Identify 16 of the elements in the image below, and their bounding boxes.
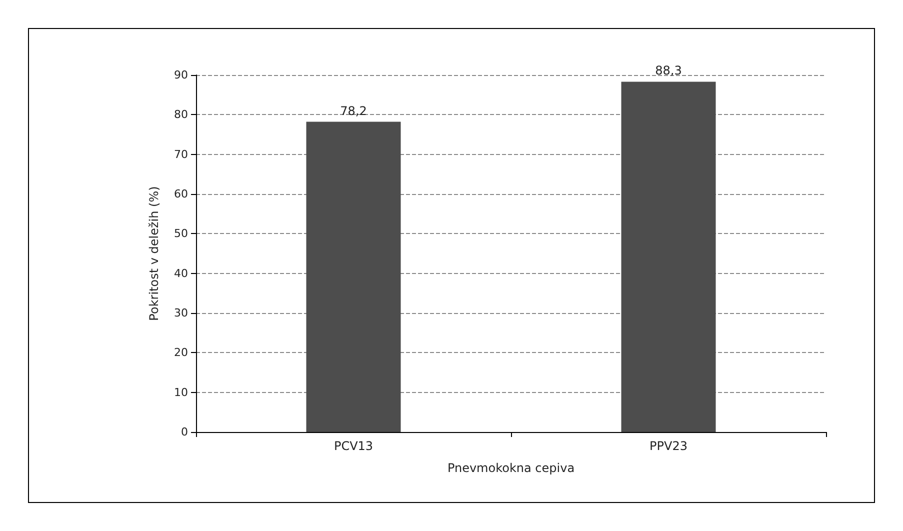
y-tick-label: 0 [181, 426, 188, 438]
y-tick-label: 60 [174, 188, 188, 200]
y-tick-label: 70 [174, 148, 188, 161]
data-label: 88,3 [655, 64, 682, 78]
y-tick-label: 20 [174, 346, 188, 360]
y-tick-label: 80 [174, 108, 188, 122]
y-tick-label: 40 [174, 266, 188, 280]
data-label: 78,2 [340, 104, 367, 118]
y-tick-label: 10 [174, 386, 188, 399]
y-tick-label: 90 [174, 68, 188, 82]
y-tick-label: 30 [174, 306, 188, 320]
y-tick-label: 50 [174, 227, 188, 240]
x-tick-label: PCV13 [334, 439, 374, 453]
y-axis-title: Pokritost v deležih (%) [147, 186, 161, 321]
x-axis-title: Pnevmokokna cepiva [447, 461, 575, 475]
x-tick-label: PPV23 [650, 439, 688, 453]
